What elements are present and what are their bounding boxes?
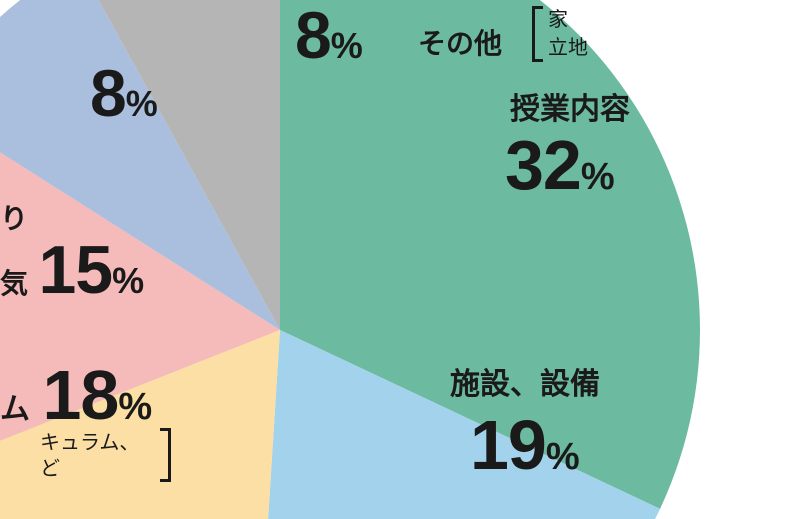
note-curriculum: キュラム、 ど: [40, 430, 139, 482]
pie-chart: 授業内容 32% 施設、設備 19% ム 18% キュラム、 ど り 気 15%…: [0, 0, 800, 519]
pct-slice8a: 8%: [90, 60, 158, 126]
pct-class-content: 32%: [505, 130, 615, 200]
label-atmosphere: 気 15%: [0, 236, 144, 304]
label-atmosphere-prefix: り: [0, 205, 28, 233]
pct-facilities: 19%: [470, 410, 580, 480]
note-other: 家 立地: [548, 6, 588, 62]
label-class-content: 授業内容: [510, 95, 630, 125]
label-curriculum: ム 18%: [0, 360, 152, 430]
label-other: その他: [418, 30, 502, 58]
bracket-other: [532, 6, 543, 62]
bracket-curriculum: [160, 428, 171, 482]
label-facilities: 施設、設備: [450, 370, 600, 400]
pct-other: 8%: [295, 2, 363, 68]
